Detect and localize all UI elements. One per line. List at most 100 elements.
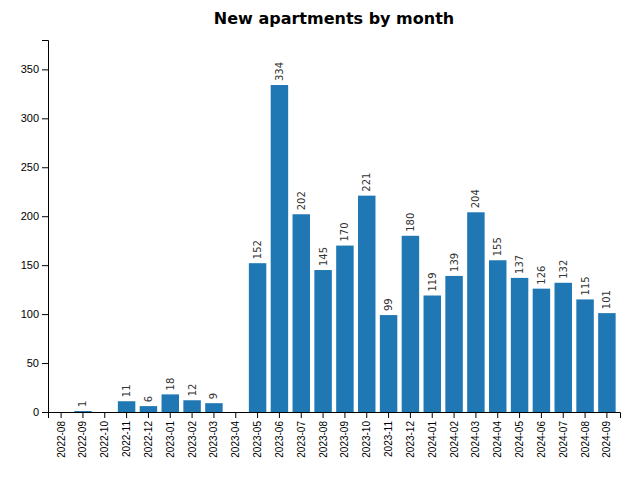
x-tick-mark <box>279 412 280 418</box>
x-tick: 2023-12 <box>405 412 416 458</box>
y-tick-label: 100 <box>21 308 39 320</box>
x-tick-label: 2024-02 <box>449 421 460 458</box>
x-tick-mark <box>388 412 389 418</box>
x-tick: 2023-07 <box>296 412 307 458</box>
x-tick-mark <box>454 412 455 418</box>
x-tick-mark <box>410 412 411 418</box>
data-label: 180 <box>405 213 416 232</box>
y-axis-line <box>42 41 49 413</box>
y-tick-label: 250 <box>21 161 39 173</box>
data-label: 152 <box>252 240 263 259</box>
data-label: 101 <box>601 290 612 309</box>
x-tick-mark <box>541 412 542 418</box>
y-tick-label: 0 <box>33 406 39 418</box>
bar <box>358 196 375 412</box>
data-label: 11 <box>121 384 132 397</box>
chart: 0501001502002503003502022-082022-092022-… <box>0 0 640 480</box>
y-tick-mark <box>42 216 48 217</box>
x-tick-mark <box>148 412 149 418</box>
bar <box>249 263 266 412</box>
data-label: 202 <box>296 191 307 210</box>
bar <box>380 315 397 412</box>
x-tick-label: 2023-04 <box>230 421 241 458</box>
bar <box>533 289 550 412</box>
x-tick-label: 2023-02 <box>187 421 198 458</box>
x-tick: 2022-12 <box>143 412 154 458</box>
x-tick-label: 2023-01 <box>165 421 176 458</box>
data-label: 12 <box>187 384 198 397</box>
bar <box>205 403 222 412</box>
data-label: 170 <box>339 222 350 241</box>
x-tick-label: 2024-01 <box>427 421 438 458</box>
x-tick-label: 2023-09 <box>339 421 350 458</box>
y-tick: 300 <box>21 112 48 124</box>
x-tick-label: 2024-08 <box>580 421 591 458</box>
x-tick-mark <box>301 412 302 418</box>
bar <box>227 412 244 413</box>
x-tick: 2023-02 <box>187 412 198 458</box>
y-tick-mark <box>42 265 48 266</box>
plot: 0501001502002503003502022-082022-092022-… <box>21 41 621 458</box>
x-tick: 2022-10 <box>99 412 110 458</box>
bar <box>445 276 462 412</box>
data-label: 18 <box>165 378 176 391</box>
bar <box>511 278 528 412</box>
y-tick-label: 300 <box>21 112 39 124</box>
bar <box>402 236 419 412</box>
y-tick-mark <box>42 69 48 70</box>
x-tick: 2024-09 <box>601 412 612 458</box>
bar <box>576 299 593 412</box>
y-tick-mark <box>42 412 48 413</box>
x-tick: 2023-08 <box>318 412 329 458</box>
x-tick: 2023-05 <box>252 412 263 458</box>
x-tick-label: 2023-05 <box>252 421 263 458</box>
x-tick-mark <box>235 412 236 418</box>
data-label: 155 <box>492 237 503 256</box>
x-tick-label: 2023-06 <box>274 421 285 458</box>
x-tick-label: 2023-03 <box>208 421 219 458</box>
data-label: 115 <box>580 276 591 295</box>
x-tick-mark <box>104 412 105 418</box>
x-tick: 2023-04 <box>230 412 241 458</box>
x-tick-label: 2022-08 <box>56 421 67 458</box>
x-tick-label: 2023-12 <box>405 421 416 458</box>
x-tick: 2024-03 <box>470 412 481 458</box>
y-axis: 050100150200250300350 <box>21 41 49 419</box>
bar <box>467 212 484 412</box>
x-tick: 2022-09 <box>77 412 88 458</box>
y-tick-mark <box>42 363 48 364</box>
x-tick-label: 2023-11 <box>383 421 394 457</box>
data-label: 137 <box>514 255 525 274</box>
data-label: 9 <box>208 393 219 399</box>
x-tick: 2024-08 <box>580 412 591 458</box>
x-tick-mark <box>213 412 214 418</box>
x-tick-mark <box>432 412 433 418</box>
data-label: 334 <box>274 62 285 81</box>
data-label: 1 <box>77 401 88 407</box>
x-axis: 2022-08 2022-09 2022-10 2022-11 2022-12 2023-… <box>49 412 621 458</box>
x-tick-label: 2022-10 <box>99 421 110 458</box>
x-tick: 2023-10 <box>361 412 372 458</box>
data-label: 6 <box>143 396 154 402</box>
bar <box>118 401 135 412</box>
data-label: 99 <box>383 298 394 311</box>
bar <box>74 411 91 412</box>
x-tick: 2023-06 <box>274 412 285 458</box>
y-tick-mark <box>42 118 48 119</box>
x-tick: 2024-05 <box>514 412 525 458</box>
x-tick: 2024-02 <box>449 412 460 458</box>
bars <box>74 85 615 412</box>
y-tick: 50 <box>27 357 48 369</box>
x-tick: 2022-11 <box>121 412 132 457</box>
bar <box>314 270 331 412</box>
y-tick: 150 <box>21 259 48 271</box>
data-label: 126 <box>536 266 547 285</box>
x-tick-label: 2022-09 <box>77 421 88 458</box>
y-tick-label: 350 <box>21 63 39 75</box>
x-tick-mark <box>323 412 324 418</box>
y-tick-label: 150 <box>21 259 39 271</box>
bar <box>140 406 157 412</box>
x-tick-mark <box>519 412 520 418</box>
x-tick-label: 2023-10 <box>361 421 372 458</box>
x-tick: 2023-09 <box>339 412 350 458</box>
